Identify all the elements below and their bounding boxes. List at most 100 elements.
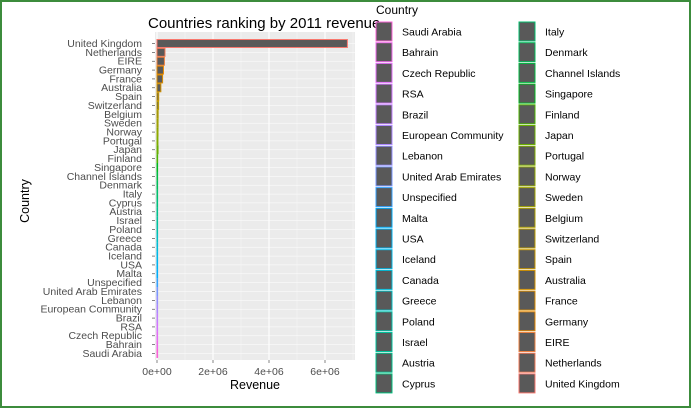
legend-key-finland	[518, 104, 536, 125]
legend-key-greece	[375, 290, 393, 311]
bar-usa	[156, 260, 159, 270]
y-tick-label: Unspecified	[87, 277, 142, 289]
bar-united-kingdom	[156, 39, 348, 48]
legend-key-poland	[375, 311, 393, 332]
bar-channel-islands	[156, 171, 159, 181]
y-tick-label: Bahrain	[106, 339, 142, 351]
legend-key-canada	[375, 269, 393, 290]
bar-belgium	[156, 109, 159, 119]
legend-label: United Arab Emirates	[402, 171, 501, 183]
legend-key-austria	[375, 352, 393, 373]
legend-label: Austria	[402, 358, 435, 370]
x-tick-label: 6e+06	[310, 366, 340, 378]
bar-norway	[156, 127, 159, 137]
bar-bahrain	[156, 340, 159, 350]
y-tick-label: Lebanon	[101, 295, 142, 307]
legend-key-sweden	[518, 187, 536, 208]
bar-sweden	[156, 118, 159, 128]
y-tick-label: Sweden	[104, 118, 142, 130]
legend-key-united-kingdom	[518, 373, 536, 394]
legend-label: Norway	[545, 171, 581, 183]
legend-key-germany	[518, 311, 536, 332]
x-tick-label: 4e+06	[254, 366, 284, 378]
legend-key-usa	[375, 228, 393, 249]
bar-germany	[156, 65, 164, 75]
y-tick-label: France	[109, 73, 142, 85]
bar-finland	[156, 154, 159, 164]
legend-label: Israel	[402, 337, 428, 349]
y-tick-label: United Kingdom	[67, 38, 142, 50]
y-tick-label: Germany	[99, 64, 143, 76]
bar-switzerland	[156, 101, 160, 110]
legend-label: RSA	[402, 89, 424, 101]
bar-poland	[156, 225, 159, 234]
legend-label: Bahrain	[402, 47, 438, 59]
y-tick-labels: United KingdomNetherlandsEIREGermanyFran…	[40, 38, 155, 360]
bar-lebanon	[156, 295, 159, 305]
y-tick-label: Malta	[116, 268, 142, 280]
legend-label: Lebanon	[402, 151, 443, 163]
y-tick-label: Netherlands	[85, 47, 142, 59]
legend-label: Switzerland	[545, 234, 599, 246]
y-axis-title: Country	[18, 178, 32, 223]
legend-key-netherlands	[518, 352, 536, 373]
legend-key-rsa	[375, 83, 393, 104]
legend-key-switzerland	[518, 228, 536, 249]
y-tick-label: Belgium	[104, 109, 142, 121]
legend-label: Japan	[545, 130, 574, 142]
y-tick-label: United Arab Emirates	[43, 286, 142, 298]
legend-label: Singapore	[545, 89, 593, 101]
legend-label: Canada	[402, 275, 439, 287]
legend-label: Italy	[545, 27, 565, 39]
y-tick-label: RSA	[120, 321, 142, 333]
legend-key-italy	[518, 21, 536, 42]
bar-saudi-arabia	[156, 349, 159, 358]
plot-panel	[155, 32, 355, 360]
bar-cyprus	[156, 198, 159, 208]
y-tick-label: Cyprus	[109, 197, 142, 209]
bar-canada	[156, 242, 159, 252]
bar-united-arab-emirates	[156, 287, 159, 296]
legend-key-unspecified	[375, 187, 393, 208]
bar-netherlands	[156, 47, 166, 57]
legend-label: Belgium	[545, 213, 583, 225]
y-tick-label: EIRE	[117, 56, 142, 68]
legend-key-portugal	[518, 145, 536, 166]
legend-label: Australia	[545, 275, 586, 287]
legend-label: Channel Islands	[545, 68, 620, 80]
bar-israel	[156, 216, 159, 226]
legend-key-malta	[375, 207, 393, 228]
y-tick-label: Canada	[105, 242, 142, 254]
legend-key-singapore	[518, 83, 536, 104]
legend-label: USA	[402, 234, 424, 246]
legend-key-spain	[518, 249, 536, 270]
legend-label: Brazil	[402, 109, 428, 121]
legend-key-brazil	[375, 104, 393, 125]
bar-european-community	[156, 304, 159, 314]
legend-label: France	[545, 296, 578, 308]
x-tick-label: 2e+06	[198, 366, 228, 378]
legend-label: Poland	[402, 316, 435, 328]
legend-key-czech-republic	[375, 62, 393, 83]
bar-iceland	[156, 251, 159, 261]
bar-japan	[156, 145, 159, 155]
y-tick-label: Australia	[101, 82, 142, 94]
legend-label: Iceland	[402, 254, 436, 266]
bar-italy	[156, 189, 159, 199]
legend-label: Finland	[545, 109, 580, 121]
legend-label: Denmark	[545, 47, 588, 59]
legend-label: Unspecified	[402, 192, 457, 204]
legend-label: Spain	[545, 254, 572, 266]
bar-malta	[156, 269, 159, 279]
y-tick-label: European Community	[40, 304, 142, 316]
legend-key-eire	[518, 332, 536, 352]
x-axis-title: Revenue	[230, 378, 280, 392]
bar-rsa	[156, 322, 159, 332]
bar-singapore	[156, 163, 159, 172]
legend-label: Portugal	[545, 151, 584, 163]
legend-key-norway	[518, 166, 536, 187]
legend-label: Czech Republic	[402, 68, 476, 80]
y-tick-label: Czech Republic	[68, 330, 142, 342]
bar-czech-republic	[156, 331, 159, 341]
